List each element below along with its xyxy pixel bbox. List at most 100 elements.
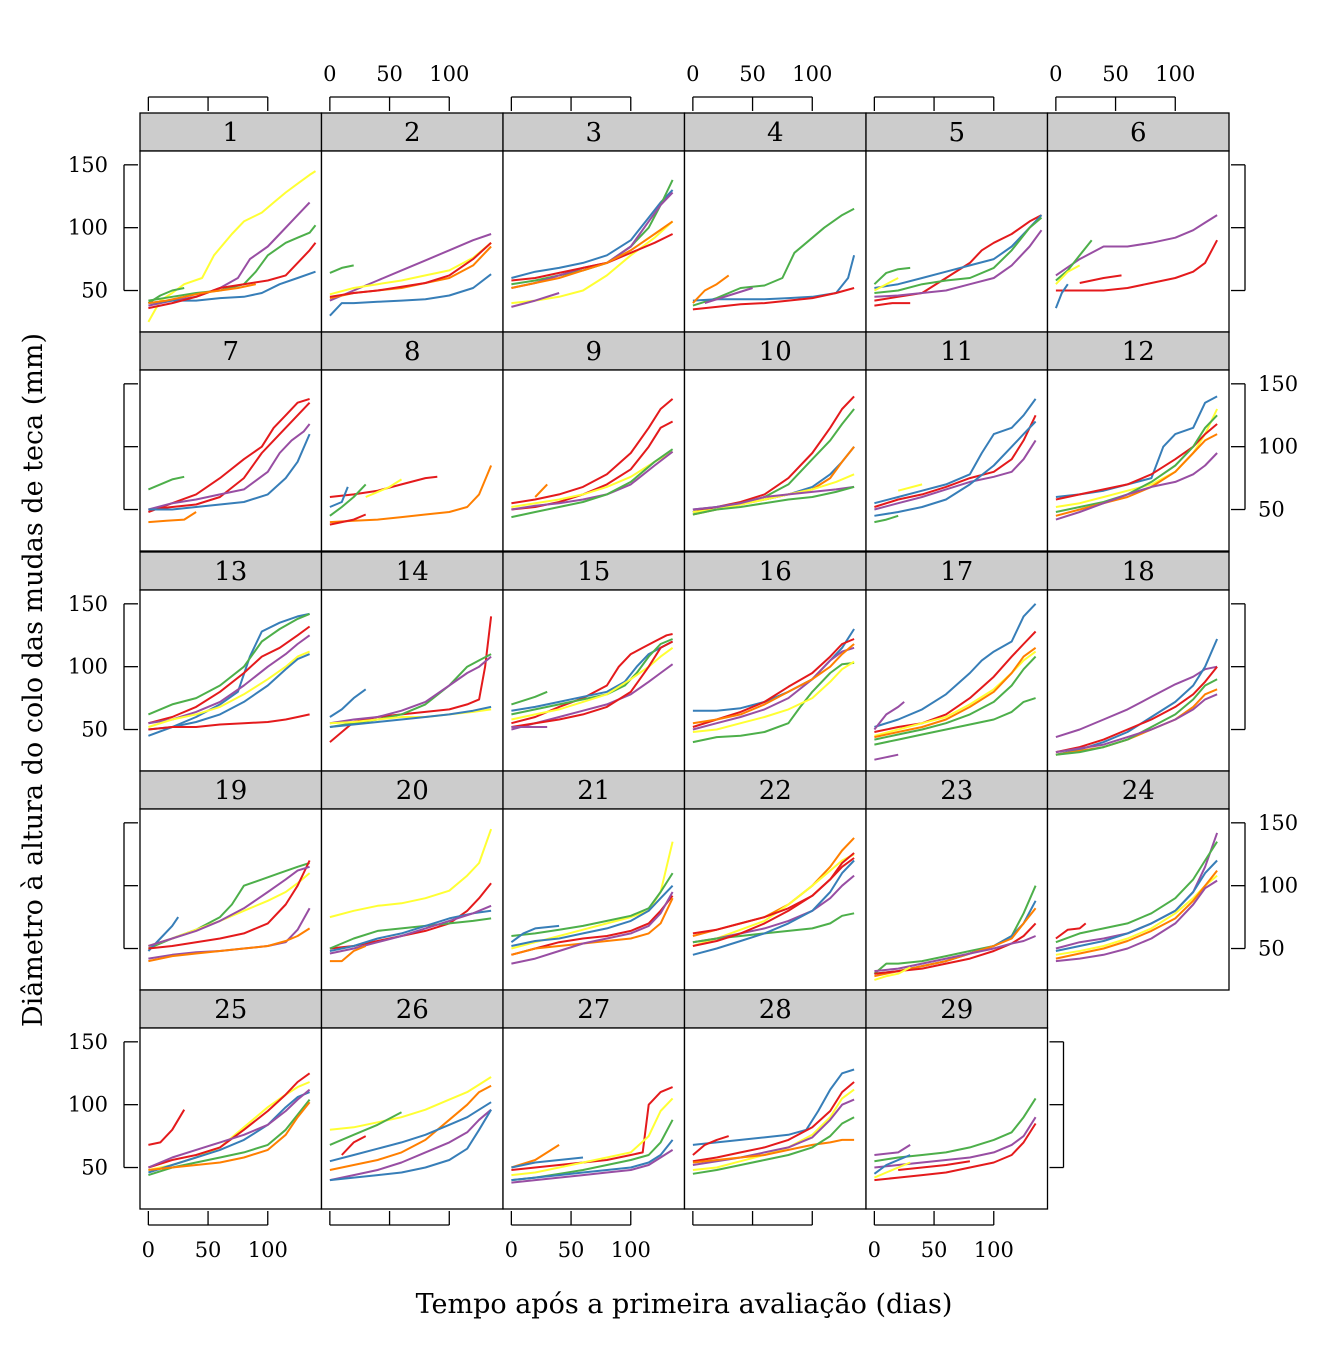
panel-1: 1 [139,112,323,333]
panel-strip-9 [502,331,686,371]
series-line-12-6 [1055,452,1218,521]
series-line-6-1 [1055,214,1218,277]
panel-strip-15 [502,551,686,591]
panel-7: 7 [139,331,323,552]
panel-strip-label-9: 9 [585,337,602,367]
x-axis-title: Tempo após a primeira avaliação (dias) [416,1289,953,1320]
series-line-28-6 [692,1138,855,1164]
panel-strip-24 [1046,770,1230,810]
series-line-11-1 [874,398,1037,505]
panel-20: 20 [320,770,504,991]
panel-17: 17 [865,551,1049,772]
panel-strip-label-5: 5 [948,118,965,148]
x-tick-label: 0 [686,62,699,86]
series-line-5-5 [873,266,911,285]
series-line-14-6 [329,705,492,728]
series-line-9-6 [534,483,548,498]
panel-strip-label-7: 7 [222,337,239,367]
x-tick-label: 100 [792,62,832,86]
x-tick-label: 100 [611,1238,651,1262]
series-line-24-4 [1055,922,1087,940]
series-line-15-6 [511,640,674,728]
series-line-17-5 [874,697,1036,746]
series-line-8-3 [329,486,349,508]
panel-plot-area-10 [683,369,867,552]
panel-plot-area-9 [502,369,686,552]
series-line-9-4 [511,450,674,511]
series-line-5-7 [874,302,911,307]
x-tick-label: 50 [376,62,403,86]
series-line-11-3 [874,439,1037,511]
series-line-27-4 [511,1139,674,1182]
series-line-22-6 [692,859,855,956]
panel-strip-28 [683,989,867,1029]
panel-14: 14 [320,551,504,772]
panel-2: 2 [320,112,504,333]
series-line-5-3 [874,216,1043,294]
x-tick-label: 0 [505,1238,518,1262]
panel-strip-label-15: 15 [577,557,610,587]
panel-strip-label-8: 8 [404,337,421,367]
y-tick-label: 50 [81,1156,108,1180]
panel-strip-label-2: 2 [404,118,421,148]
series-line-23-6 [874,966,911,981]
series-line-6-2 [1055,239,1218,292]
series-line-20-1 [329,828,493,919]
panel-plot-area-18 [1046,589,1230,772]
series-line-18-5 [1055,678,1218,756]
series-line-12-3 [1055,423,1218,501]
panel-3: 3 [502,112,686,333]
series-line-17-6 [874,650,1037,737]
series-line-20-5 [329,904,492,955]
panel-strip-label-22: 22 [759,776,792,806]
x-tick-label: 50 [195,1238,222,1262]
series-line-13-7 [148,713,310,731]
series-line-25-4 [148,1091,310,1174]
panel-plot-area-20 [320,808,504,991]
series-line-29-4 [873,1154,911,1175]
series-line-29-3 [874,1122,1037,1182]
series-line-28-1 [692,1068,855,1146]
series-line-6-6 [1079,274,1122,284]
panel-21: 21 [502,770,686,991]
series-line-13-5 [148,650,310,728]
series-line-17-2 [874,630,1037,733]
panel-plot-area-14 [320,589,504,772]
series-line-28-2 [692,1135,730,1156]
panel-strip-label-16: 16 [759,557,792,587]
panel-10: 10 [683,331,867,552]
series-line-16-3 [692,661,855,744]
series-line-1-1 [147,170,317,323]
axes-layer: 0 50 100 0 50 100 0 50 100 0 50 100 0 50 100 0 50 100 50 10… [68,62,1298,1262]
series-line-14-1 [329,616,493,743]
series-line-26-7 [341,1135,367,1156]
series-line-22-2 [692,853,855,947]
series-line-21-2 [511,872,674,937]
panel-strip-label-3: 3 [585,118,602,148]
y-tick-label: 150 [68,592,108,616]
panel-strip-label-14: 14 [396,557,429,587]
series-line-20-6 [329,945,367,963]
panel-strip-25 [139,989,323,1029]
panel-plot-area-7 [139,369,323,552]
x-tick-label: 0 [142,1238,155,1262]
series-line-10-7 [692,485,855,516]
series-line-1-3 [148,224,317,302]
series-line-24-3 [1055,859,1218,952]
series-line-5-4 [874,229,1043,298]
panel-strip-label-23: 23 [940,776,973,806]
series-line-7-4 [148,433,311,511]
panel-16: 16 [683,551,867,772]
series-line-24-2 [1055,841,1218,944]
series-line-28-7 [692,1116,855,1175]
y-tick-label: 100 [68,655,108,679]
series-line-25-3 [148,1072,311,1169]
series-line-16-4 [692,646,855,731]
y-tick-label: 100 [1258,435,1298,459]
x-tick-label: 100 [429,62,469,86]
y-tick-label: 100 [68,216,108,240]
panel-plot-area-28 [683,1027,867,1210]
panel-13: 13 [139,551,323,772]
